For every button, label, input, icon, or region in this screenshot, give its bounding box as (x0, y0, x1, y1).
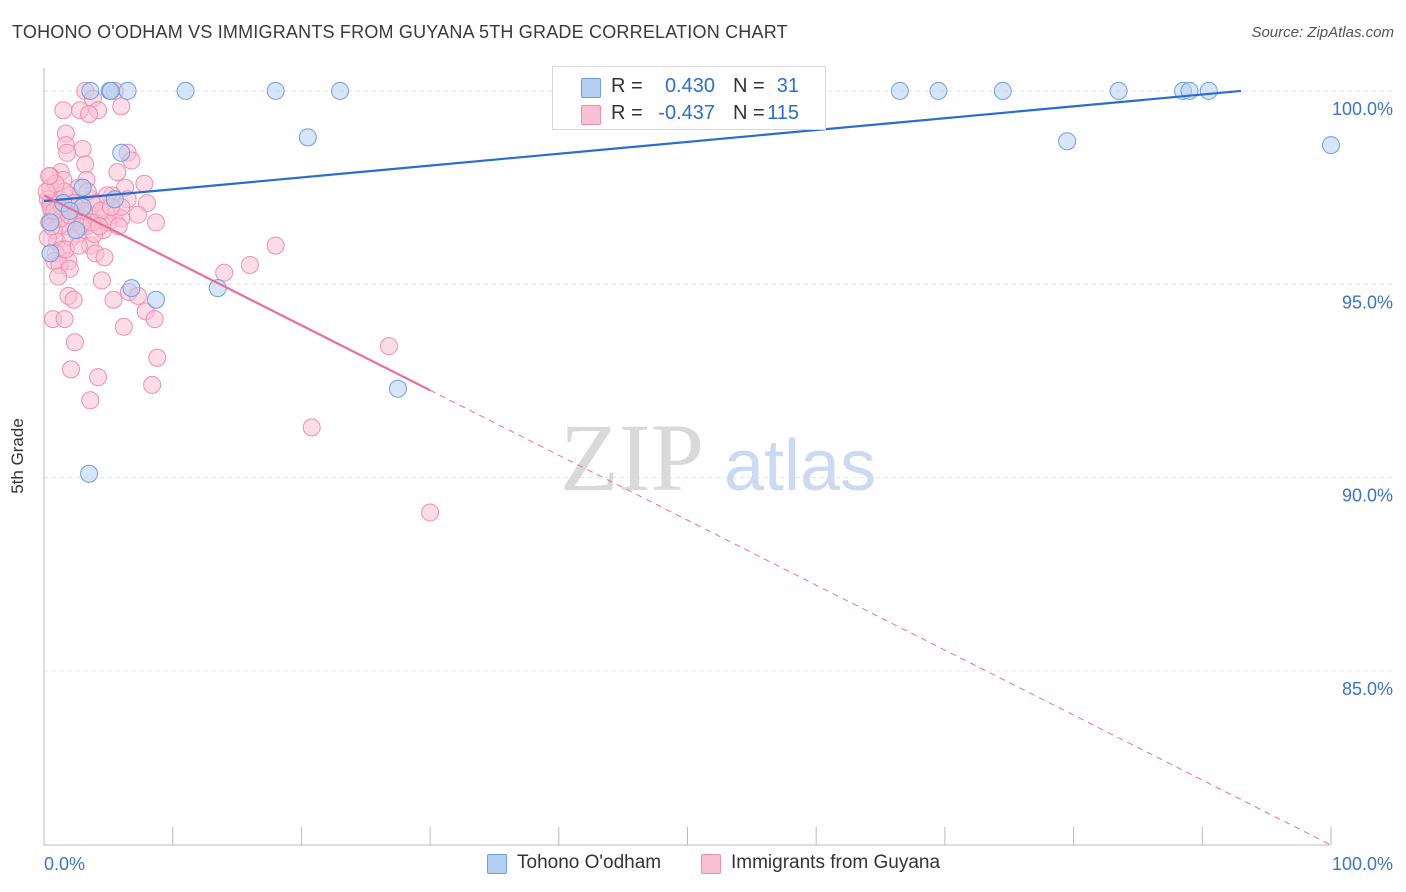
guyana-point (145, 310, 164, 329)
guyana-point (65, 333, 84, 352)
tohono-point (1322, 136, 1340, 155)
x-tick-label: 0.0% (44, 854, 85, 874)
y-tick-label: 85.0% (1342, 679, 1393, 699)
guyana-point (76, 155, 95, 174)
tohono-point (41, 244, 60, 263)
x-tick-label: 100.0% (1332, 854, 1393, 874)
watermark-zip: ZIP (560, 404, 704, 511)
tohono-point (266, 81, 285, 100)
legend-n-label: N = (733, 102, 765, 124)
tohono-point (112, 143, 131, 162)
guyana-point (114, 317, 133, 336)
legend-r-value: 0.430 (664, 75, 715, 97)
y-tick-label: 90.0% (1342, 486, 1393, 506)
tohono-point (80, 464, 99, 483)
stats-legend: R = 0.430 N = 31 R = -0.437 N = 115 (552, 66, 826, 130)
tohono-point (101, 81, 120, 100)
y-tick-label: 100.0% (1332, 99, 1393, 119)
guyana-point (81, 391, 100, 410)
tohono-point (890, 81, 909, 100)
guyana-point (302, 418, 321, 437)
guyana-point (92, 271, 111, 290)
guyana-point (89, 368, 108, 387)
guyana-point (379, 337, 398, 356)
guyana-trend-line-extension (429, 389, 1332, 846)
guyana-point (80, 105, 99, 124)
legend-swatch-blue (581, 78, 601, 98)
guyana-point (266, 236, 285, 255)
guyana-point (40, 167, 59, 186)
tohono-point (1109, 81, 1128, 100)
tohono-point (176, 81, 195, 100)
legend-label: Immigrants from Guyana (731, 852, 941, 873)
tohono-point (929, 81, 948, 100)
guyana-point (104, 290, 123, 309)
legend-n-value: 115 (767, 102, 799, 124)
guyana-point (128, 205, 147, 224)
tohono-point (298, 128, 317, 147)
tohono-point (993, 81, 1012, 100)
legend-r-value: -0.437 (658, 102, 715, 124)
legend-r-label: R = (611, 102, 643, 124)
guyana-point (49, 267, 68, 286)
watermark-atlas: atlas (724, 426, 876, 506)
tohono-point (122, 279, 141, 298)
guyana-point (143, 375, 162, 394)
guyana-point (112, 97, 131, 116)
tohono-point (1199, 81, 1218, 100)
guyana-point (215, 263, 234, 282)
guyana-point (146, 213, 165, 232)
guyana-point (421, 503, 440, 522)
tohono-point (146, 290, 165, 309)
guyana-point (58, 143, 77, 162)
guyana-point (73, 139, 92, 158)
tohono-point (81, 81, 100, 100)
guyana-point (108, 163, 127, 182)
chart-title: TOHONO O'ODHAM VS IMMIGRANTS FROM GUYANA… (12, 22, 788, 42)
legend-row-guyana: R = -0.437 N = 115 (553, 100, 825, 128)
tohono-point (67, 221, 86, 240)
tohono-point (73, 178, 92, 197)
tohono-point (388, 379, 407, 398)
guyana-point (148, 348, 167, 367)
legend-row-tohono: R = 0.430 N = 31 (553, 73, 825, 101)
legend-swatch-pink (701, 854, 721, 874)
guyana-point (240, 255, 259, 274)
guyana-point (54, 101, 73, 120)
tohono-point (118, 81, 137, 100)
guyana-point (55, 310, 74, 329)
tohono-point (1058, 132, 1077, 151)
guyana-point (69, 236, 88, 255)
guyana-point (135, 174, 154, 193)
legend-swatch-pink (581, 105, 601, 125)
guyana-point (62, 360, 81, 379)
tohono-trend-line (43, 89, 1242, 203)
legend-n-label: N = (733, 75, 765, 97)
guyana-trend-line (43, 194, 431, 392)
guyana-point (64, 290, 83, 309)
source-label: Source: ZipAtlas.com (1251, 24, 1394, 41)
legend-label: Tohono O'odham (517, 852, 662, 873)
tohono-point (331, 81, 350, 100)
guyana-point (95, 248, 114, 267)
legend-swatch-blue (487, 854, 507, 874)
legend-n-value: 31 (776, 75, 799, 97)
legend-r-label: R = (611, 75, 643, 97)
y-tick-label: 95.0% (1342, 292, 1393, 312)
tohono-point (41, 213, 60, 232)
